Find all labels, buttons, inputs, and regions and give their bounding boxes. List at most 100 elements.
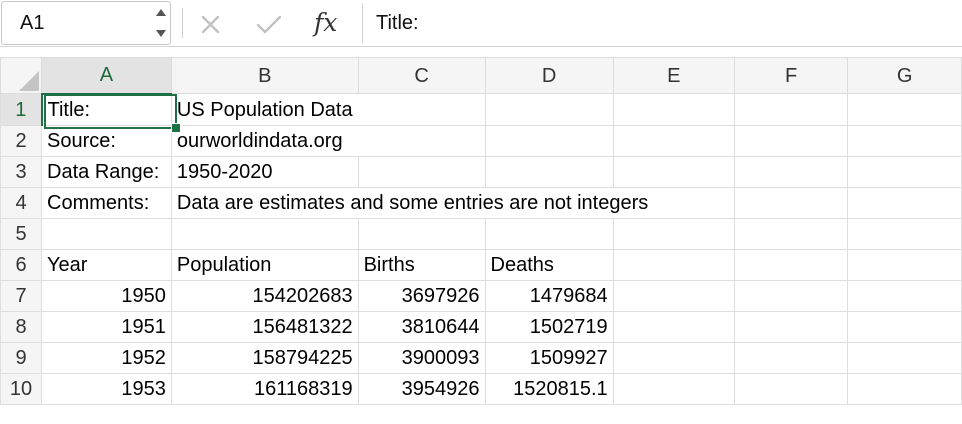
cell-d3[interactable]: [484, 155, 614, 188]
cell-e1[interactable]: [612, 93, 736, 126]
x-icon[interactable]: [196, 9, 226, 39]
cell-g7[interactable]: [847, 279, 962, 312]
cell-g1[interactable]: [847, 93, 962, 126]
cell-e9[interactable]: [612, 341, 736, 374]
cell-g10[interactable]: [847, 372, 962, 405]
cell-c10[interactable]: 3954926: [357, 372, 486, 405]
cell-b9[interactable]: 158794225: [170, 341, 359, 374]
cell-b4[interactable]: Data are estimates and some entries are …: [170, 186, 736, 219]
column-header-c[interactable]: C: [357, 57, 486, 94]
select-all-button[interactable]: [0, 57, 43, 94]
cell-e6[interactable]: [612, 248, 736, 281]
cell-g6[interactable]: [847, 248, 962, 281]
cell-a9[interactable]: 1952: [41, 341, 172, 374]
cell-c8[interactable]: 3810644: [357, 310, 486, 343]
cell-f2[interactable]: [734, 124, 849, 157]
row-header[interactable]: 1: [0, 93, 43, 126]
cell-g9[interactable]: [847, 341, 962, 374]
cell-b5[interactable]: [170, 217, 359, 250]
cell-g8[interactable]: [847, 310, 962, 343]
cell-f9[interactable]: [734, 341, 849, 374]
row-header[interactable]: 5: [0, 217, 43, 250]
cell-b6[interactable]: Population: [170, 248, 359, 281]
table-row: 5: [0, 217, 962, 250]
cell-g3[interactable]: [847, 155, 962, 188]
cell-b8[interactable]: 156481322: [170, 310, 359, 343]
column-header-d[interactable]: D: [484, 57, 614, 94]
table-row: 8 1951 156481322 3810644 1502719: [0, 310, 962, 343]
cell-a4[interactable]: Comments:: [41, 186, 172, 219]
cell-d9[interactable]: 1509927: [484, 341, 614, 374]
table-row: 10 1953 161168319 3954926 1520815.1: [0, 372, 962, 405]
cell-f4[interactable]: [734, 186, 849, 219]
table-row: 1 Title: US Population Data: [0, 93, 962, 126]
cell-a7[interactable]: 1950: [41, 279, 172, 312]
table-row: 9 1952 158794225 3900093 1509927: [0, 341, 962, 374]
cell-d5[interactable]: [484, 217, 614, 250]
column-header-e[interactable]: E: [612, 57, 736, 94]
function-icon[interactable]: fx: [314, 8, 338, 37]
stepper-icon[interactable]: [152, 4, 170, 42]
cell-c7[interactable]: 3697926: [357, 279, 486, 312]
cell-b3[interactable]: 1950-2020: [170, 155, 359, 188]
column-header-f[interactable]: F: [734, 57, 849, 94]
check-icon[interactable]: [254, 9, 284, 39]
cell-c3[interactable]: [357, 155, 486, 188]
formula-input[interactable]: [362, 3, 960, 43]
cell-d10[interactable]: 1520815.1: [484, 372, 614, 405]
cell-a1[interactable]: Title:: [41, 93, 172, 126]
cell-c5[interactable]: [357, 217, 486, 250]
cell-g4[interactable]: [847, 186, 962, 219]
row-header[interactable]: 4: [0, 186, 43, 219]
cell-f5[interactable]: [734, 217, 849, 250]
cell-a10[interactable]: 1953: [41, 372, 172, 405]
column-header-b[interactable]: B: [170, 57, 359, 94]
cell-c9[interactable]: 3900093: [357, 341, 486, 374]
cell-f7[interactable]: [734, 279, 849, 312]
cell-f6[interactable]: [734, 248, 849, 281]
cell-a3[interactable]: Data Range:: [41, 155, 172, 188]
cell-d2[interactable]: [484, 124, 614, 157]
cell-e8[interactable]: [612, 310, 736, 343]
cell-f3[interactable]: [734, 155, 849, 188]
cell-d1[interactable]: [484, 93, 614, 126]
cell-g2[interactable]: [847, 124, 962, 157]
column-header-a[interactable]: A: [41, 57, 172, 95]
column-header-g[interactable]: G: [847, 57, 962, 94]
cell-d7[interactable]: 1479684: [484, 279, 614, 312]
cell-a2[interactable]: Source:: [41, 124, 172, 157]
select-all-icon: [19, 71, 40, 91]
row-header[interactable]: 8: [0, 310, 43, 343]
row-header[interactable]: 10: [0, 372, 43, 405]
cell-c6[interactable]: Births: [357, 248, 486, 281]
cell-g5[interactable]: [847, 217, 962, 250]
row-header[interactable]: 7: [0, 279, 43, 312]
row-header[interactable]: 3: [0, 155, 43, 188]
cell-f8[interactable]: [734, 310, 849, 343]
table-row: 6 Year Population Births Deaths: [0, 248, 962, 281]
cell-e7[interactable]: [612, 279, 736, 312]
spreadsheet-grid: A B C D E F G 1 Title: US Population Dat…: [0, 57, 962, 405]
cell-e10[interactable]: [612, 372, 736, 405]
cell-a8[interactable]: 1951: [41, 310, 172, 343]
cell-e5[interactable]: [612, 217, 736, 250]
cell-d8[interactable]: 1502719: [484, 310, 614, 343]
row-header[interactable]: 2: [0, 124, 43, 157]
row-header[interactable]: 6: [0, 248, 43, 281]
cell-b1[interactable]: US Population Data: [170, 93, 359, 126]
cell-e2[interactable]: [612, 124, 736, 157]
cell-a6[interactable]: Year: [41, 248, 172, 281]
cell-d6[interactable]: Deaths: [484, 248, 614, 281]
row-header[interactable]: 9: [0, 341, 43, 374]
cell-b10[interactable]: 161168319: [170, 372, 359, 405]
cell-b2[interactable]: ourworldindata.org: [170, 124, 359, 157]
cell-a5[interactable]: [41, 217, 172, 250]
cell-f10[interactable]: [734, 372, 849, 405]
name-box[interactable]: A1: [1, 1, 171, 45]
cell-e3[interactable]: [612, 155, 736, 188]
cell-c1[interactable]: [357, 93, 486, 126]
cell-f1[interactable]: [734, 93, 849, 126]
name-box-value: A1: [20, 12, 45, 34]
cell-b7[interactable]: 154202683: [170, 279, 359, 312]
cell-c2[interactable]: [357, 124, 486, 157]
